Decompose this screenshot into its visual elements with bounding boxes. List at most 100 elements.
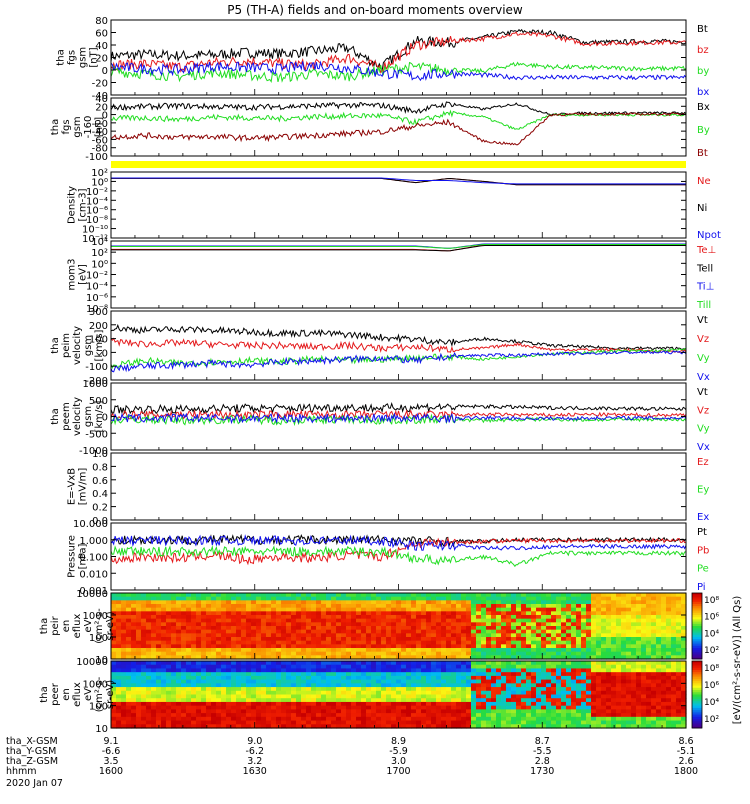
- heat-cell: [481, 664, 487, 670]
- y-tick-label: 10: [95, 724, 108, 735]
- heat-cell: [216, 604, 222, 609]
- heat-cell: [576, 648, 582, 653]
- heat-cell: [246, 611, 252, 616]
- heat-cell: [501, 651, 507, 656]
- heat-cell: [286, 600, 292, 605]
- heat-cell: [601, 668, 607, 673]
- heat-cell: [646, 640, 652, 645]
- heat-cell: [496, 705, 502, 710]
- heat-cell: [401, 607, 407, 612]
- heat-cell: [251, 607, 257, 612]
- heat-cell: [346, 724, 352, 729]
- heat-cell: [541, 672, 547, 677]
- heat-cell: [111, 679, 117, 684]
- heat-cell: [406, 664, 412, 670]
- heat-cell: [521, 720, 527, 725]
- heat-cell: [116, 713, 122, 718]
- heat-cell: [301, 629, 307, 634]
- heat-cell: [146, 644, 152, 649]
- heat-cell: [416, 626, 422, 631]
- heat-cell: [311, 664, 317, 670]
- heat-cell: [451, 701, 457, 707]
- heat-cell: [491, 633, 497, 638]
- heat-cell: [571, 648, 577, 653]
- heat-cell: [226, 618, 232, 623]
- heat-cell: [491, 596, 497, 601]
- heat-cell: [376, 713, 382, 718]
- heat-cell: [656, 637, 662, 642]
- heat-cell: [451, 629, 457, 634]
- heat-cell: [681, 713, 687, 718]
- heat-cell: [441, 675, 447, 681]
- heat-cell: [181, 720, 187, 725]
- heat-cell: [381, 593, 387, 598]
- heat-cell: [171, 675, 177, 681]
- heat-cell: [221, 607, 227, 612]
- heat-cell: [316, 644, 322, 649]
- heat-cell: [251, 593, 257, 598]
- heat-cell: [261, 615, 267, 620]
- heat-cell: [191, 709, 197, 714]
- heat-cell: [526, 675, 532, 681]
- heat-cell: [661, 709, 667, 714]
- heat-cell: [346, 615, 352, 620]
- colorbar-segment: [692, 643, 702, 647]
- heat-cell: [611, 679, 617, 684]
- heat-cell: [156, 600, 162, 605]
- heat-cell: [311, 690, 317, 696]
- heat-cell: [151, 690, 157, 696]
- heat-cell: [596, 690, 602, 696]
- heat-cell: [441, 633, 447, 638]
- heat-cell: [351, 607, 357, 612]
- heat-cell: [161, 672, 167, 677]
- heat-cell: [306, 596, 312, 601]
- heat-cell: [561, 637, 567, 642]
- heat-cell: [271, 644, 277, 649]
- heat-cell: [441, 622, 447, 627]
- heat-cell: [511, 593, 517, 598]
- heat-cell: [331, 604, 337, 609]
- heat-cell: [451, 611, 457, 616]
- heat-cell: [341, 716, 347, 722]
- heat-cell: [326, 611, 332, 616]
- heat-cell: [511, 644, 517, 649]
- heat-cell: [211, 648, 217, 653]
- heat-cell: [626, 618, 632, 623]
- heat-cell: [501, 664, 507, 670]
- heat-cell: [381, 604, 387, 609]
- heat-cell: [296, 618, 302, 623]
- heat-cell: [486, 683, 492, 688]
- heat-cell: [346, 675, 352, 681]
- heat-cell: [216, 644, 222, 649]
- heat-cell: [356, 618, 362, 623]
- heat-cell: [386, 648, 392, 653]
- heat-cell: [251, 694, 257, 699]
- heat-cell: [506, 618, 512, 623]
- y-axis-label: Pressure [nPa]: [67, 535, 89, 578]
- heat-cell: [571, 655, 577, 660]
- heat-cell: [456, 629, 462, 634]
- heat-cell: [561, 604, 567, 609]
- heat-cell: [586, 644, 592, 649]
- heat-cell: [461, 644, 467, 649]
- heat-cell: [311, 604, 317, 609]
- heat-cell: [586, 651, 592, 656]
- heat-cell: [681, 664, 687, 670]
- heat-cell: [431, 644, 437, 649]
- heat-cell: [116, 668, 122, 673]
- heat-cell: [301, 675, 307, 681]
- heat-cell: [656, 615, 662, 620]
- heat-cell: [461, 629, 467, 634]
- heat-cell: [446, 687, 452, 692]
- heat-cell: [166, 720, 172, 725]
- heat-cell: [576, 713, 582, 718]
- heat-cell: [276, 618, 282, 623]
- heat-cell: [486, 626, 492, 631]
- heat-cell: [581, 661, 587, 666]
- heat-cell: [681, 648, 687, 653]
- heat-cell: [116, 600, 122, 605]
- heat-cell: [121, 687, 127, 692]
- heat-cell: [286, 655, 292, 660]
- quality-flag-bar: [111, 161, 686, 168]
- legend-entry: Pt: [697, 527, 707, 538]
